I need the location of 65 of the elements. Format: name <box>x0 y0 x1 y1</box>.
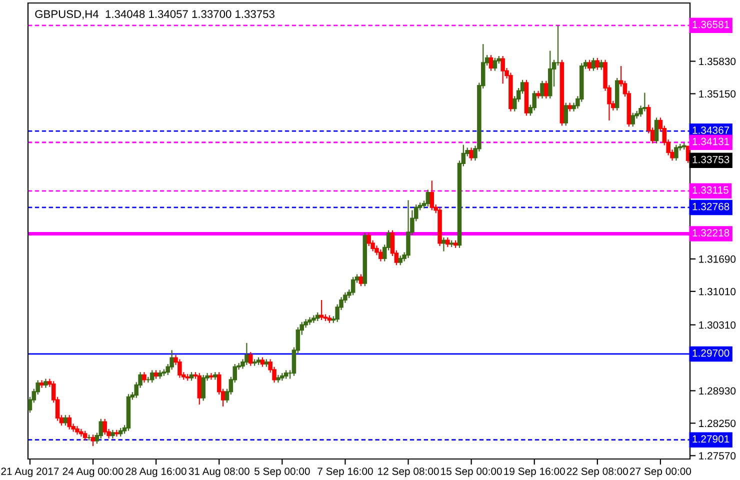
candlestick <box>488 54 494 72</box>
candlestick <box>67 414 72 430</box>
y-tick-label: 1.28930 <box>699 387 736 395</box>
candlestick <box>406 200 410 259</box>
candlestick <box>378 248 383 262</box>
candlestick <box>591 57 596 72</box>
candlestick <box>102 418 107 436</box>
candlestick <box>90 434 96 447</box>
candlestick <box>587 59 592 72</box>
x-tick-label: 5 Sep 00:00 <box>254 468 310 478</box>
candlestick <box>595 57 600 70</box>
x-tick-label: 24 Aug 00:00 <box>62 468 124 478</box>
candlestick <box>540 80 544 100</box>
candlestick <box>398 255 403 266</box>
ref-line-label: 1.34367 <box>692 126 730 134</box>
candlestick <box>654 117 659 144</box>
y-tick-label: 1.27570 <box>699 452 736 460</box>
candlestick <box>446 236 450 248</box>
candlestick <box>209 372 214 380</box>
y-tick-label: 1.35150 <box>699 90 736 98</box>
annotation: 1.33753 <box>692 156 730 164</box>
y-tick-label: 1.31010 <box>699 288 736 296</box>
candlestick <box>44 378 48 388</box>
x-tick-label: 7 Sep 16:00 <box>318 468 373 478</box>
x-tick-label: 19 Sep 16:00 <box>504 468 565 478</box>
candlestick <box>500 55 505 84</box>
text: GBPUSD,H4 1.34048 1.34057 1.33700 1.33753 <box>35 10 274 20</box>
x-tick-label: 21 Aug 2017 <box>1 468 59 478</box>
x-tick-label: 15 Sep 00:00 <box>441 468 502 478</box>
x-tick-label: 12 Sep 08:00 <box>378 468 439 478</box>
candlestick <box>674 144 678 162</box>
y-tick-label: 1.28250 <box>699 420 736 428</box>
candlestick <box>430 180 434 211</box>
candlestick <box>248 351 253 366</box>
candlestick <box>142 372 146 384</box>
ref-line-label: 1.34131 <box>692 138 730 146</box>
ref-line-label: 1.33115 <box>692 186 728 194</box>
x-tick-label: 22 Sep 08:00 <box>566 468 628 478</box>
candlestick <box>244 342 249 366</box>
candlestick <box>544 80 548 100</box>
candlestick <box>150 370 154 384</box>
candlestick <box>83 430 88 441</box>
y-tick-label: 1.30310 <box>699 321 736 329</box>
candlestick <box>350 276 356 296</box>
candlestick <box>564 102 568 126</box>
candlestick <box>358 274 364 287</box>
ref-line-label: 1.36581 <box>692 20 730 28</box>
candlestick <box>599 59 604 70</box>
y-tick-label: 1.35830 <box>699 58 736 66</box>
x-tick-label: 28 Aug 16:00 <box>126 468 186 478</box>
candlestick <box>319 299 324 321</box>
candlestick <box>178 358 182 378</box>
candlestick <box>260 356 265 368</box>
ref-line-label: 1.27901 <box>692 435 730 443</box>
x-tick-label: 31 Aug 08:00 <box>188 468 250 478</box>
ref-line-label: 1.32768 <box>692 202 730 210</box>
y-tick-label: 1.31690 <box>699 255 736 263</box>
candlestick <box>426 189 430 207</box>
candlestick <box>630 112 635 128</box>
candlestick <box>469 147 474 162</box>
x-tick-label: 27 Sep 00:00 <box>630 468 692 478</box>
ref-line-label: 1.32218 <box>692 229 730 237</box>
ref-line-label: 1.29700 <box>692 349 730 357</box>
candlestick <box>201 374 206 402</box>
candlestick <box>492 57 498 72</box>
